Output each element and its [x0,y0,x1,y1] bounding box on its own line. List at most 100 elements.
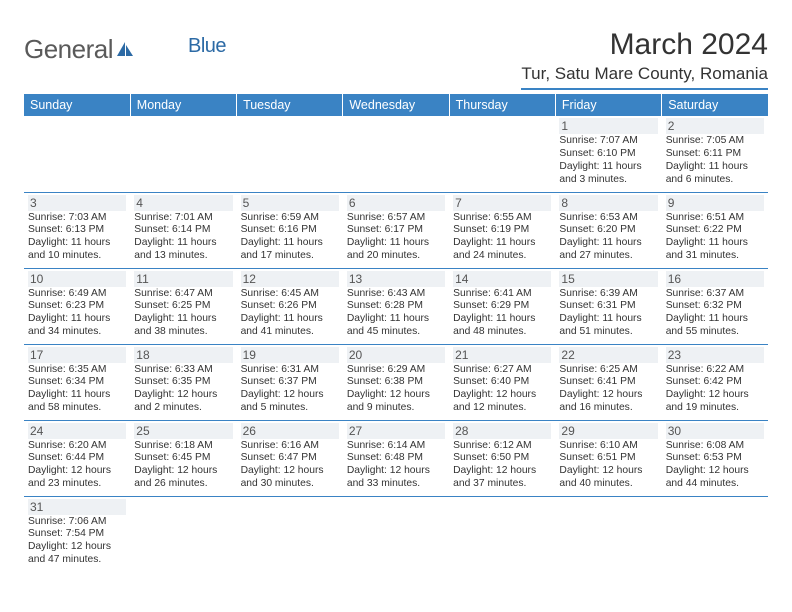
day-number: 21 [453,347,551,363]
day-header-saturday: Saturday [662,94,768,116]
day-info: Sunrise: 7:01 AMSunset: 6:14 PMDaylight:… [134,212,232,263]
calendar-cell: 22Sunrise: 6:25 AMSunset: 6:41 PMDayligh… [555,344,661,420]
location-text: Tur, Satu Mare County, Romania [521,64,768,90]
day-info: Sunrise: 6:33 AMSunset: 6:35 PMDaylight:… [134,364,232,415]
calendar-cell [130,116,236,192]
calendar-cell: 19Sunrise: 6:31 AMSunset: 6:37 PMDayligh… [237,344,343,420]
day-number: 17 [28,347,126,363]
calendar-cell [237,116,343,192]
day-info: Sunrise: 6:20 AMSunset: 6:44 PMDaylight:… [28,440,126,491]
calendar-cell: 27Sunrise: 6:14 AMSunset: 6:48 PMDayligh… [343,420,449,496]
calendar-cell: 16Sunrise: 6:37 AMSunset: 6:32 PMDayligh… [662,268,768,344]
day-number: 16 [666,271,764,287]
day-number: 1 [559,118,657,134]
calendar-cell: 13Sunrise: 6:43 AMSunset: 6:28 PMDayligh… [343,268,449,344]
calendar-cell [237,496,343,572]
logo-sail-icon [115,40,135,63]
day-info: Sunrise: 6:35 AMSunset: 6:34 PMDaylight:… [28,364,126,415]
day-number: 22 [559,347,657,363]
day-info: Sunrise: 7:03 AMSunset: 6:13 PMDaylight:… [28,212,126,263]
day-info: Sunrise: 6:55 AMSunset: 6:19 PMDaylight:… [453,212,551,263]
day-number: 14 [453,271,551,287]
calendar-cell: 24Sunrise: 6:20 AMSunset: 6:44 PMDayligh… [24,420,130,496]
calendar-cell [449,116,555,192]
day-number: 23 [666,347,764,363]
day-number: 31 [28,499,126,515]
logo: General Blue [24,34,174,65]
day-number: 12 [241,271,339,287]
day-info: Sunrise: 6:27 AMSunset: 6:40 PMDaylight:… [453,364,551,415]
calendar-row: 3Sunrise: 7:03 AMSunset: 6:13 PMDaylight… [24,192,768,268]
calendar-cell [555,496,661,572]
calendar-cell: 2Sunrise: 7:05 AMSunset: 6:11 PMDaylight… [662,116,768,192]
day-info: Sunrise: 6:18 AMSunset: 6:45 PMDaylight:… [134,440,232,491]
day-info: Sunrise: 6:43 AMSunset: 6:28 PMDaylight:… [347,288,445,339]
day-info: Sunrise: 6:57 AMSunset: 6:17 PMDaylight:… [347,212,445,263]
day-header-friday: Friday [555,94,661,116]
day-header-thursday: Thursday [449,94,555,116]
logo-text-blue: Blue [188,35,226,58]
calendar-cell: 28Sunrise: 6:12 AMSunset: 6:50 PMDayligh… [449,420,555,496]
calendar-cell: 17Sunrise: 6:35 AMSunset: 6:34 PMDayligh… [24,344,130,420]
day-info: Sunrise: 7:05 AMSunset: 6:11 PMDaylight:… [666,135,764,186]
day-info: Sunrise: 6:10 AMSunset: 6:51 PMDaylight:… [559,440,657,491]
day-number: 11 [134,271,232,287]
day-info: Sunrise: 6:22 AMSunset: 6:42 PMDaylight:… [666,364,764,415]
day-number: 3 [28,195,126,211]
calendar-cell: 6Sunrise: 6:57 AMSunset: 6:17 PMDaylight… [343,192,449,268]
calendar-cell: 26Sunrise: 6:16 AMSunset: 6:47 PMDayligh… [237,420,343,496]
day-info: Sunrise: 6:51 AMSunset: 6:22 PMDaylight:… [666,212,764,263]
day-info: Sunrise: 6:39 AMSunset: 6:31 PMDaylight:… [559,288,657,339]
day-info: Sunrise: 6:08 AMSunset: 6:53 PMDaylight:… [666,440,764,491]
calendar-cell: 9Sunrise: 6:51 AMSunset: 6:22 PMDaylight… [662,192,768,268]
day-number: 4 [134,195,232,211]
logo-text-general: General [24,34,113,65]
day-info: Sunrise: 6:29 AMSunset: 6:38 PMDaylight:… [347,364,445,415]
day-info: Sunrise: 6:47 AMSunset: 6:25 PMDaylight:… [134,288,232,339]
day-number: 20 [347,347,445,363]
day-number: 29 [559,423,657,439]
day-number: 30 [666,423,764,439]
day-info: Sunrise: 6:37 AMSunset: 6:32 PMDaylight:… [666,288,764,339]
day-number: 13 [347,271,445,287]
day-number: 25 [134,423,232,439]
day-number: 8 [559,195,657,211]
calendar-cell: 3Sunrise: 7:03 AMSunset: 6:13 PMDaylight… [24,192,130,268]
calendar-cell [130,496,236,572]
day-header-tuesday: Tuesday [237,94,343,116]
day-number: 15 [559,271,657,287]
calendar-cell [343,496,449,572]
calendar-cell: 12Sunrise: 6:45 AMSunset: 6:26 PMDayligh… [237,268,343,344]
day-number: 5 [241,195,339,211]
calendar-cell [662,496,768,572]
day-number: 24 [28,423,126,439]
calendar-cell: 15Sunrise: 6:39 AMSunset: 6:31 PMDayligh… [555,268,661,344]
title-block: March 2024 Tur, Satu Mare County, Romani… [521,28,768,90]
calendar-cell [449,496,555,572]
calendar-cell: 8Sunrise: 6:53 AMSunset: 6:20 PMDaylight… [555,192,661,268]
calendar-row: 10Sunrise: 6:49 AMSunset: 6:23 PMDayligh… [24,268,768,344]
header: General Blue March 2024 Tur, Satu Mare C… [24,28,768,90]
calendar-cell: 31Sunrise: 7:06 AMSunset: 7:54 PMDayligh… [24,496,130,572]
day-number: 18 [134,347,232,363]
day-info: Sunrise: 7:07 AMSunset: 6:10 PMDaylight:… [559,135,657,186]
day-number: 6 [347,195,445,211]
day-info: Sunrise: 6:41 AMSunset: 6:29 PMDaylight:… [453,288,551,339]
calendar-cell: 5Sunrise: 6:59 AMSunset: 6:16 PMDaylight… [237,192,343,268]
calendar-row: 31Sunrise: 7:06 AMSunset: 7:54 PMDayligh… [24,496,768,572]
day-number: 28 [453,423,551,439]
calendar-header-row: SundayMondayTuesdayWednesdayThursdayFrid… [24,94,768,116]
day-number: 7 [453,195,551,211]
calendar-cell: 20Sunrise: 6:29 AMSunset: 6:38 PMDayligh… [343,344,449,420]
month-title: March 2024 [521,28,768,62]
calendar-row: 17Sunrise: 6:35 AMSunset: 6:34 PMDayligh… [24,344,768,420]
day-number: 19 [241,347,339,363]
calendar-cell [24,116,130,192]
day-header-sunday: Sunday [24,94,130,116]
day-number: 10 [28,271,126,287]
calendar-cell: 10Sunrise: 6:49 AMSunset: 6:23 PMDayligh… [24,268,130,344]
day-info: Sunrise: 6:49 AMSunset: 6:23 PMDaylight:… [28,288,126,339]
calendar-row: 24Sunrise: 6:20 AMSunset: 6:44 PMDayligh… [24,420,768,496]
day-header-monday: Monday [130,94,236,116]
day-info: Sunrise: 6:14 AMSunset: 6:48 PMDaylight:… [347,440,445,491]
